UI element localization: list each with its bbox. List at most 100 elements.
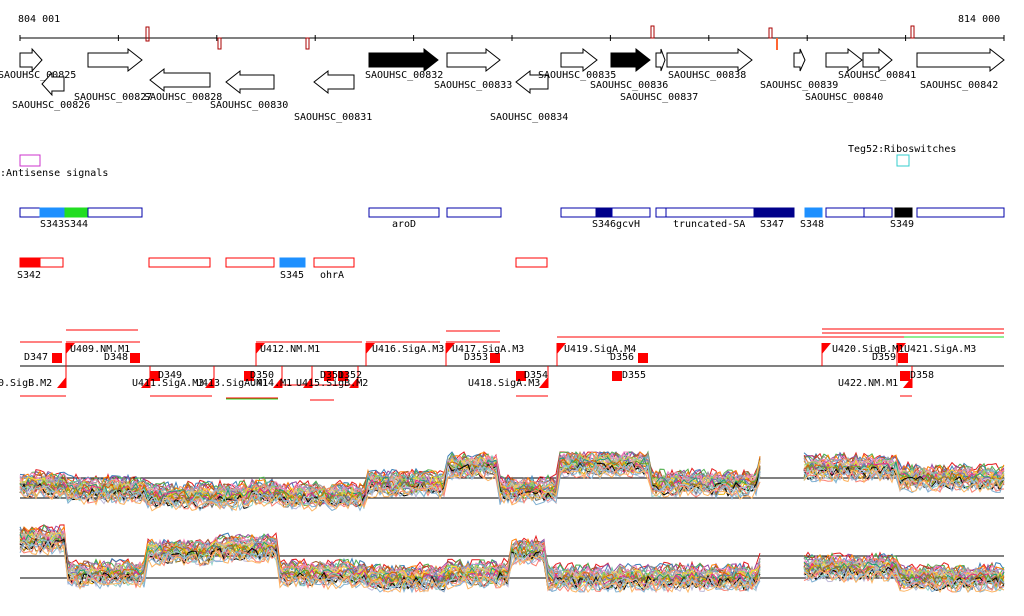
gene-saouhsc_00826[interactable]: SAOUHSC_00826 <box>12 71 90 111</box>
terminator-marker[interactable] <box>324 371 334 381</box>
gene-arrow[interactable] <box>610 47 651 73</box>
segment-box[interactable] <box>655 207 667 218</box>
terminator-marker[interactable] <box>150 371 160 381</box>
gene-saouhsc_00834[interactable]: SAOUHSC_00834 <box>490 69 568 123</box>
segment-box[interactable] <box>515 257 548 268</box>
terminator-marker[interactable] <box>612 371 622 381</box>
gene-arrow[interactable] <box>862 47 893 73</box>
segment-box[interactable] <box>595 207 613 218</box>
segment-box[interactable] <box>611 207 651 218</box>
segment-box[interactable] <box>148 257 211 268</box>
terminator-marker[interactable] <box>900 371 910 381</box>
segment-box[interactable] <box>87 207 143 218</box>
segment-box[interactable] <box>225 257 275 268</box>
gene-arrow[interactable] <box>655 48 666 72</box>
gene-saouhsc_00831[interactable]: SAOUHSC_00831 <box>294 69 372 123</box>
ruler-marker <box>776 38 778 50</box>
transcript-label-u413-siga-m1: U413.SigA.M1 <box>196 378 268 389</box>
promoter-flag[interactable] <box>539 377 548 388</box>
gene-saouhsc_00830[interactable]: SAOUHSC_00830 <box>210 69 288 111</box>
gene-saouhsc_00841[interactable]: SAOUHSC_00841 <box>838 47 916 81</box>
transcript-label-u420-sigb-m1: U420.SigB.M1 <box>832 344 904 355</box>
promoter-flag[interactable] <box>141 377 150 388</box>
segment-box[interactable] <box>19 207 41 218</box>
gene-arrow[interactable] <box>515 69 549 95</box>
segment-box[interactable] <box>753 207 795 218</box>
promoter-flag[interactable] <box>822 343 831 354</box>
terminator-marker[interactable] <box>898 353 908 363</box>
terminator-marker[interactable] <box>52 353 62 363</box>
promoter-flag[interactable] <box>256 343 265 354</box>
promoter-flag[interactable] <box>446 343 455 354</box>
segment-box[interactable] <box>560 207 597 218</box>
gene-saouhsc_00827[interactable]: SAOUHSC_00827 <box>74 47 152 103</box>
segment-track-top: S343 S344 aroD S346 gcvH truncated-SA S347 S348… <box>19 207 1005 230</box>
promoter-flag[interactable] <box>349 377 358 388</box>
gene-arrow[interactable] <box>225 69 275 95</box>
transcript-label-u419-siga-m4: U419.SigA.M4 <box>564 344 636 355</box>
terminator-marker[interactable] <box>130 353 140 363</box>
gene-arrow[interactable] <box>916 47 1005 73</box>
terminator-marker[interactable] <box>516 371 526 381</box>
segment-label-s344: S344 <box>64 219 88 230</box>
promoter-flag[interactable] <box>897 343 906 354</box>
terminator-marker[interactable] <box>490 353 500 363</box>
terminator-marker[interactable] <box>244 371 254 381</box>
segment-box[interactable] <box>825 207 865 218</box>
gene-arrow[interactable] <box>313 69 355 95</box>
gene-arrow[interactable] <box>666 47 753 73</box>
promoter-flag[interactable] <box>205 377 214 388</box>
transcript-label-d353: D353 <box>464 352 488 363</box>
segment-box[interactable] <box>665 207 755 218</box>
gene-saouhsc_00842[interactable]: SAOUHSC_00842 <box>916 47 1005 91</box>
promoter-flag[interactable] <box>303 377 312 388</box>
gene-saouhsc_00832[interactable]: SAOUHSC_00832 <box>365 47 443 81</box>
segment-box[interactable] <box>368 207 440 218</box>
gene-arrow[interactable] <box>793 48 806 72</box>
segment-label-truncated-sa: truncated-SA <box>673 219 745 230</box>
gene-saouhsc_00835[interactable]: SAOUHSC_00835 <box>538 47 616 81</box>
segment-label-s349: S349 <box>890 219 914 230</box>
promoter-flag[interactable] <box>273 377 282 388</box>
segment-box[interactable] <box>313 257 355 268</box>
antisense-signal-box[interactable] <box>19 154 41 167</box>
gene-arrow[interactable] <box>41 71 65 97</box>
gene-arrow[interactable] <box>368 47 439 73</box>
promoter-flag[interactable] <box>57 377 66 388</box>
segment-box[interactable] <box>804 207 823 218</box>
gene-saouhsc_00825[interactable]: SAOUHSC_00825 <box>0 47 76 81</box>
segment-box[interactable] <box>916 207 1005 218</box>
gene-saouhsc_00839[interactable]: SAOUHSC_00839 <box>760 48 838 91</box>
segment-box[interactable] <box>39 207 66 218</box>
gene-label: SAOUHSC_00837 <box>620 92 698 103</box>
gene-saouhsc_00828[interactable]: SAOUHSC_00828 <box>144 67 222 103</box>
riboswitch-box[interactable] <box>896 154 910 167</box>
segment-box[interactable] <box>19 257 41 268</box>
gene-label: SAOUHSC_00834 <box>490 112 568 123</box>
segment-box[interactable] <box>39 257 64 268</box>
gene-saouhsc_00838[interactable]: SAOUHSC_00838 <box>666 47 753 81</box>
promoter-flag[interactable] <box>366 343 375 354</box>
gene-arrow[interactable] <box>87 47 143 73</box>
segment-box[interactable] <box>894 207 913 218</box>
segment-box[interactable] <box>279 257 306 268</box>
promoter-flag[interactable] <box>66 343 75 354</box>
segment-box[interactable] <box>863 207 893 218</box>
segment-box[interactable] <box>446 207 502 218</box>
gene-saouhsc_00836[interactable]: SAOUHSC_00836 <box>590 47 668 91</box>
gene-arrow[interactable] <box>446 47 501 73</box>
gene-arrow[interactable] <box>149 67 211 93</box>
transcript-label-d349: D349 <box>158 370 182 381</box>
gene-saouhsc_00837[interactable]: SAOUHSC_00837 <box>620 48 698 103</box>
terminator-marker[interactable] <box>638 353 648 363</box>
gene-arrow[interactable] <box>19 47 43 73</box>
ruler-marker <box>910 25 915 39</box>
promoter-flag[interactable] <box>557 343 566 354</box>
gene-arrow[interactable] <box>560 47 598 73</box>
gene-saouhsc_00833[interactable]: SAOUHSC_00833 <box>434 47 512 91</box>
transcript-label-u412-nm-m1: U412.NM.M1 <box>260 344 320 355</box>
gene-saouhsc_00840[interactable]: SAOUHSC_00840 <box>805 47 883 103</box>
segment-box[interactable] <box>64 207 89 218</box>
terminator-marker[interactable] <box>338 371 348 381</box>
gene-arrow[interactable] <box>825 47 863 73</box>
